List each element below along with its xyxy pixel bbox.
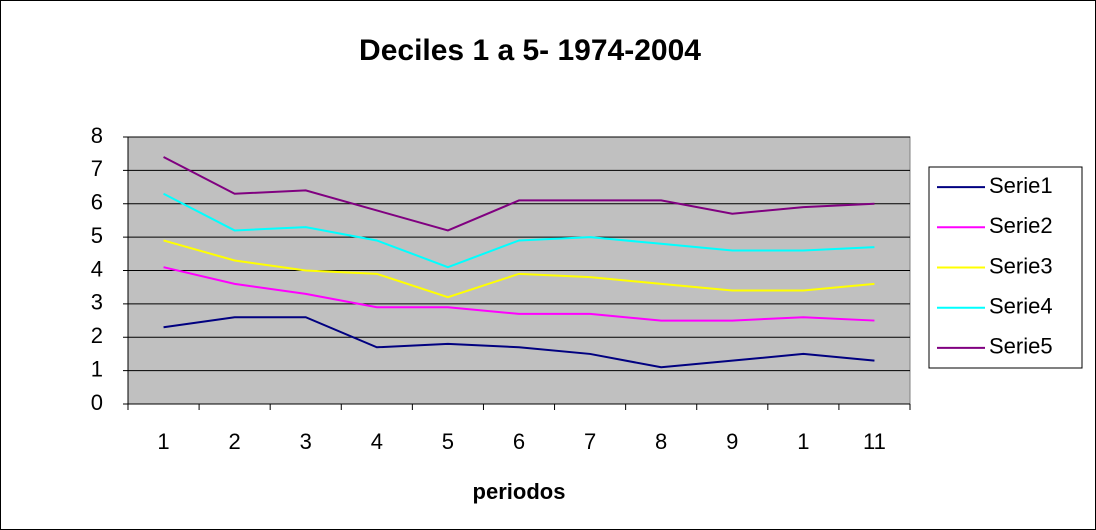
x-tick-label: 2 <box>229 429 241 454</box>
y-tick-label: 7 <box>91 156 103 181</box>
series-line <box>163 156 875 232</box>
y-tick-label: 8 <box>91 123 103 148</box>
series-line <box>163 316 875 369</box>
legend-label: Serie2 <box>989 213 1053 238</box>
y-tick-label: 5 <box>91 223 103 248</box>
x-tick-label: 7 <box>584 429 596 454</box>
x-tick-label: 1 <box>157 429 169 454</box>
x-axis-label: periodos <box>473 479 566 504</box>
x-tick-label: 5 <box>442 429 454 454</box>
legend-label: Serie1 <box>989 173 1053 198</box>
y-tick-label: 6 <box>91 190 103 215</box>
x-tick-label: 1 <box>797 429 809 454</box>
y-tick-label: 2 <box>91 323 103 348</box>
series-line <box>163 239 875 299</box>
y-tick-label: 1 <box>91 356 103 381</box>
x-tick-label: 8 <box>655 429 667 454</box>
y-tick-label: 0 <box>91 390 103 415</box>
series-line <box>163 266 875 322</box>
y-tick-label: 3 <box>91 290 103 315</box>
chart-title: Deciles 1 a 5- 1974-2004 <box>359 34 701 67</box>
series-line <box>163 192 875 269</box>
x-tick-label: 9 <box>726 429 738 454</box>
x-tick-label: 6 <box>513 429 525 454</box>
x-tick-label: 3 <box>300 429 312 454</box>
legend-label: Serie3 <box>989 253 1053 278</box>
x-tick-label: 11 <box>863 429 886 454</box>
y-tick-label: 4 <box>91 256 103 281</box>
legend-label: Serie4 <box>989 294 1053 319</box>
legend-label: Serie5 <box>989 334 1053 359</box>
x-tick-label: 4 <box>371 429 383 454</box>
